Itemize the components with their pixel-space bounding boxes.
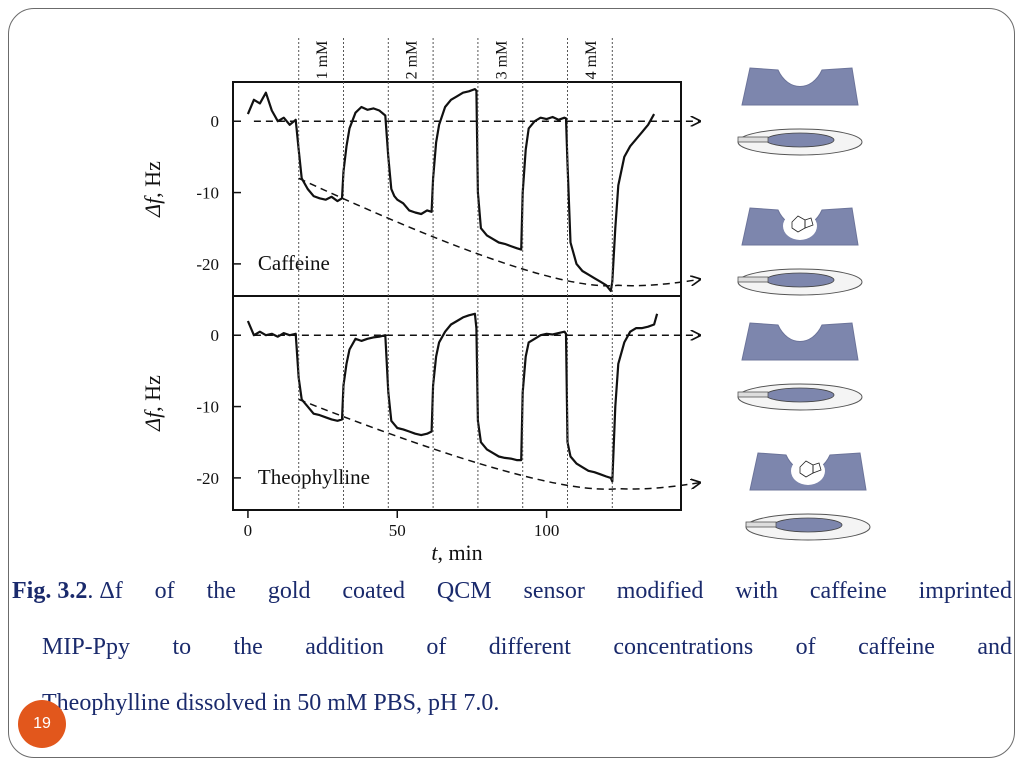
y-axis-label-unit: , Hz (140, 161, 165, 198)
caption-word: of (426, 634, 447, 660)
caption-word: caffeine (809, 578, 887, 604)
figure-label: Fig. 3.2 (12, 578, 88, 604)
caption-word: concentrations (613, 634, 754, 660)
concentration-label: 3 mM (493, 41, 510, 80)
imprinted-polymer (741, 67, 859, 106)
caption-word: gold (267, 578, 311, 604)
caption-line-2: MIP-Ppy to the addition of different con… (42, 634, 1012, 661)
caption-word: and (977, 634, 1012, 660)
y-axis-label: Δf, Hz (140, 375, 165, 432)
caption-period: . (87, 578, 100, 604)
concentration-label: 4 mM (583, 41, 600, 80)
series-line-caffeine (246, 88, 656, 293)
gold-electrode (765, 387, 835, 403)
y-axis-label: Δf, Hz (140, 161, 165, 218)
caption-word: coated (342, 578, 406, 604)
caption-word: with (735, 578, 778, 604)
slide-number-badge: 19 (18, 700, 66, 748)
y-tick-label: -10 (196, 398, 219, 417)
imprinted-polymer (741, 322, 859, 361)
trend-arrow (298, 398, 700, 490)
molecule-ring-icon (812, 462, 822, 474)
y-tick-label: 0 (211, 326, 220, 345)
gold-electrode (773, 517, 843, 533)
gold-electrode (765, 132, 835, 148)
x-tick-label: 50 (389, 521, 406, 540)
x-axis-label-unit: , min (437, 540, 482, 565)
y-axis-label-var: Δf (140, 409, 165, 432)
electrode-lead (737, 391, 769, 398)
sensor-with-molecule-schematic (737, 207, 863, 296)
caption-first-chunk: Fig. 3.2. Δf (12, 578, 123, 605)
caption-line-1: Fig. 3.2. Δf of the gold coated QCM sens… (12, 578, 1012, 605)
x-axis-label-var: t (431, 540, 438, 565)
y-axis-label-var: Δf (140, 195, 165, 218)
caption-word: caffeine (858, 634, 935, 660)
caption-word: sensor (523, 578, 585, 604)
x-axis-label: t, min (431, 540, 482, 565)
series-line-theophylline (246, 312, 659, 483)
sensor-with-molecule-schematic (745, 452, 871, 541)
caption-word: the (206, 578, 236, 604)
electrode-lead (737, 276, 769, 283)
cavity-pocket (791, 457, 825, 485)
y-tick-label: -10 (196, 184, 219, 203)
caption-word: addition (305, 634, 384, 660)
panel-label: Caffeine (258, 251, 330, 275)
trend-arrow (298, 177, 700, 287)
y-tick-label: -20 (196, 469, 219, 488)
y-tick-label: -20 (196, 255, 219, 274)
electrode-lead (737, 136, 769, 143)
gold-electrode (765, 272, 835, 288)
y-tick-label: 0 (211, 112, 220, 131)
caption-word: of (795, 634, 816, 660)
panel-label: Theophylline (258, 465, 370, 489)
cavity-pocket (783, 212, 817, 240)
concentration-label: 1 mM (314, 41, 331, 80)
caption-word: to (172, 634, 192, 660)
x-tick-label: 100 (534, 521, 560, 540)
caption-word: of (154, 578, 175, 604)
caption-line-3: Theophylline dissolved in 50 mM PBS, pH … (42, 690, 500, 716)
panel-theophylline: 0 -10 -20 Δf, Hz Theophylline (140, 295, 682, 511)
caption-word: MIP-Ppy (42, 634, 131, 660)
caption-word: modified (616, 578, 704, 604)
molecule-ring-icon (804, 217, 814, 229)
caption-word: imprinted (918, 578, 1012, 604)
panel-caffeine: 0 -10 -20 Δf, Hz Caffeine (140, 81, 682, 297)
caption-word: Δf (99, 578, 123, 604)
slide-frame (8, 8, 1015, 758)
empty-sensor-schematic (737, 322, 863, 411)
empty-sensor-schematic (737, 67, 863, 156)
panel-frame (232, 295, 682, 511)
caption-word: QCM (436, 578, 492, 604)
caption-word: different (488, 634, 571, 660)
electrode-lead (745, 521, 777, 528)
concentration-label: 2 mM (404, 41, 421, 80)
y-axis-label-unit: , Hz (140, 375, 165, 412)
caption-word: the (233, 634, 263, 660)
x-tick-label: 0 (244, 521, 253, 540)
